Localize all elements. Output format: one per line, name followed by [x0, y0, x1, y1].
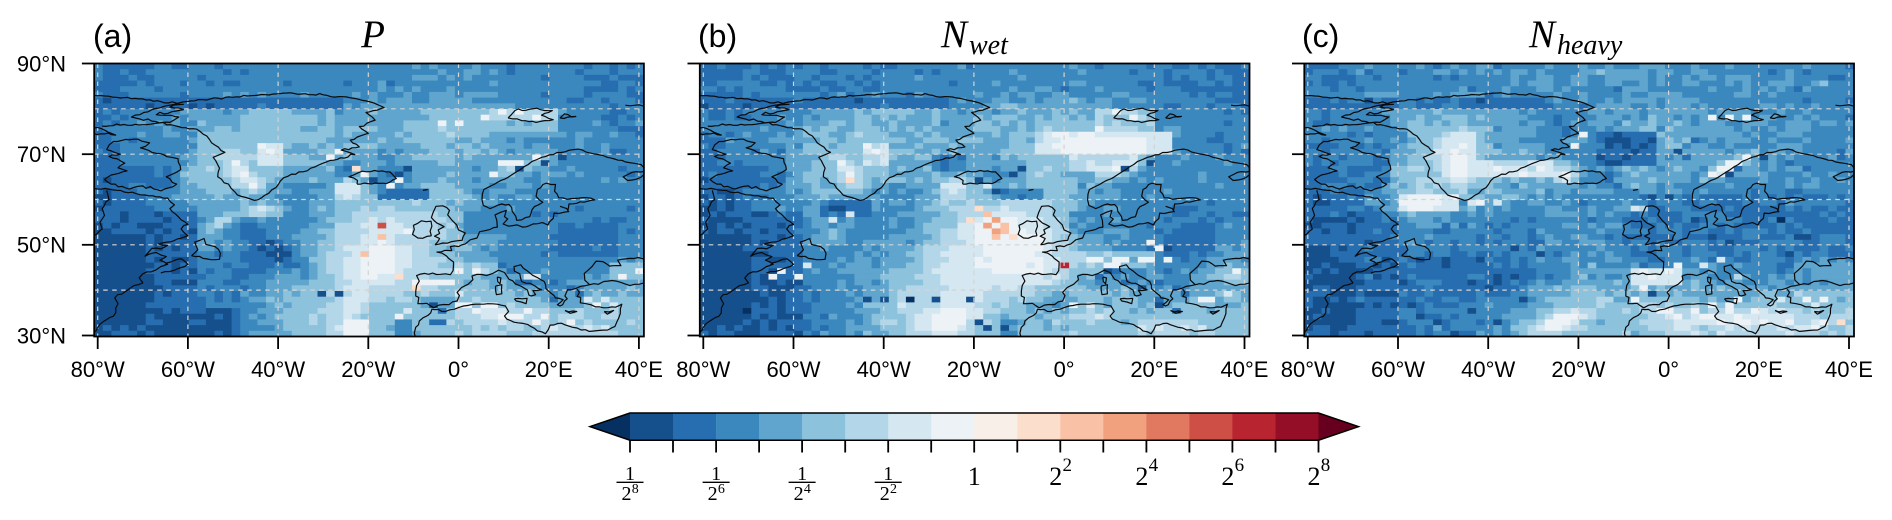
svg-text:60°W: 60°W [1371, 357, 1425, 382]
svg-text:2: 2 [1049, 462, 1062, 491]
svg-text:6: 6 [1235, 455, 1245, 476]
svg-text:2: 2 [1063, 455, 1073, 476]
svg-text:1: 1 [797, 463, 807, 485]
svg-text:20°E: 20°E [525, 357, 573, 382]
svg-text:20°E: 20°E [1735, 357, 1783, 382]
svg-text:4: 4 [804, 482, 811, 497]
svg-text:40°E: 40°E [615, 357, 663, 382]
svg-text:20°W: 20°W [947, 357, 1001, 382]
svg-text:2: 2 [794, 483, 804, 505]
svg-text:N: N [1528, 13, 1557, 56]
svg-text:90°N: 90°N [17, 51, 66, 76]
svg-text:1: 1 [968, 462, 981, 491]
svg-text:2: 2 [622, 483, 632, 505]
svg-text:8: 8 [632, 482, 639, 497]
svg-text:4: 4 [1149, 455, 1159, 476]
svg-text:wet: wet [969, 30, 1009, 61]
svg-text:40°W: 40°W [1461, 357, 1515, 382]
svg-text:60°W: 60°W [766, 357, 820, 382]
svg-text:80°W: 80°W [71, 357, 125, 382]
svg-text:(c): (c) [1302, 18, 1339, 54]
svg-text:0°: 0° [448, 357, 469, 382]
svg-text:2: 2 [1135, 462, 1148, 491]
svg-text:6: 6 [718, 482, 725, 497]
svg-text:2: 2 [708, 483, 718, 505]
svg-text:30°N: 30°N [17, 323, 66, 348]
svg-text:70°N: 70°N [17, 142, 66, 167]
svg-text:2: 2 [880, 483, 890, 505]
svg-text:1: 1 [883, 463, 893, 485]
svg-text:P: P [360, 13, 385, 56]
svg-text:(b): (b) [698, 18, 737, 54]
svg-text:50°N: 50°N [17, 233, 66, 258]
svg-text:8: 8 [1321, 455, 1331, 476]
svg-text:80°W: 80°W [676, 357, 730, 382]
svg-text:80°W: 80°W [1281, 357, 1335, 382]
svg-text:20°W: 20°W [1551, 357, 1605, 382]
svg-text:2: 2 [1308, 462, 1321, 491]
svg-text:2: 2 [890, 482, 897, 497]
svg-text:1: 1 [711, 463, 721, 485]
svg-text:2: 2 [1221, 462, 1234, 491]
svg-text:20°E: 20°E [1130, 357, 1178, 382]
svg-text:40°W: 40°W [857, 357, 911, 382]
svg-text:40°W: 40°W [251, 357, 305, 382]
svg-text:40°E: 40°E [1825, 357, 1873, 382]
svg-text:20°W: 20°W [341, 357, 395, 382]
svg-text:heavy: heavy [1557, 30, 1623, 61]
svg-text:0°: 0° [1658, 357, 1679, 382]
svg-text:N: N [940, 13, 969, 56]
svg-text:(a): (a) [93, 18, 132, 54]
svg-text:60°W: 60°W [161, 357, 215, 382]
svg-text:0°: 0° [1054, 357, 1075, 382]
svg-text:1: 1 [625, 463, 635, 485]
svg-text:40°E: 40°E [1221, 357, 1269, 382]
